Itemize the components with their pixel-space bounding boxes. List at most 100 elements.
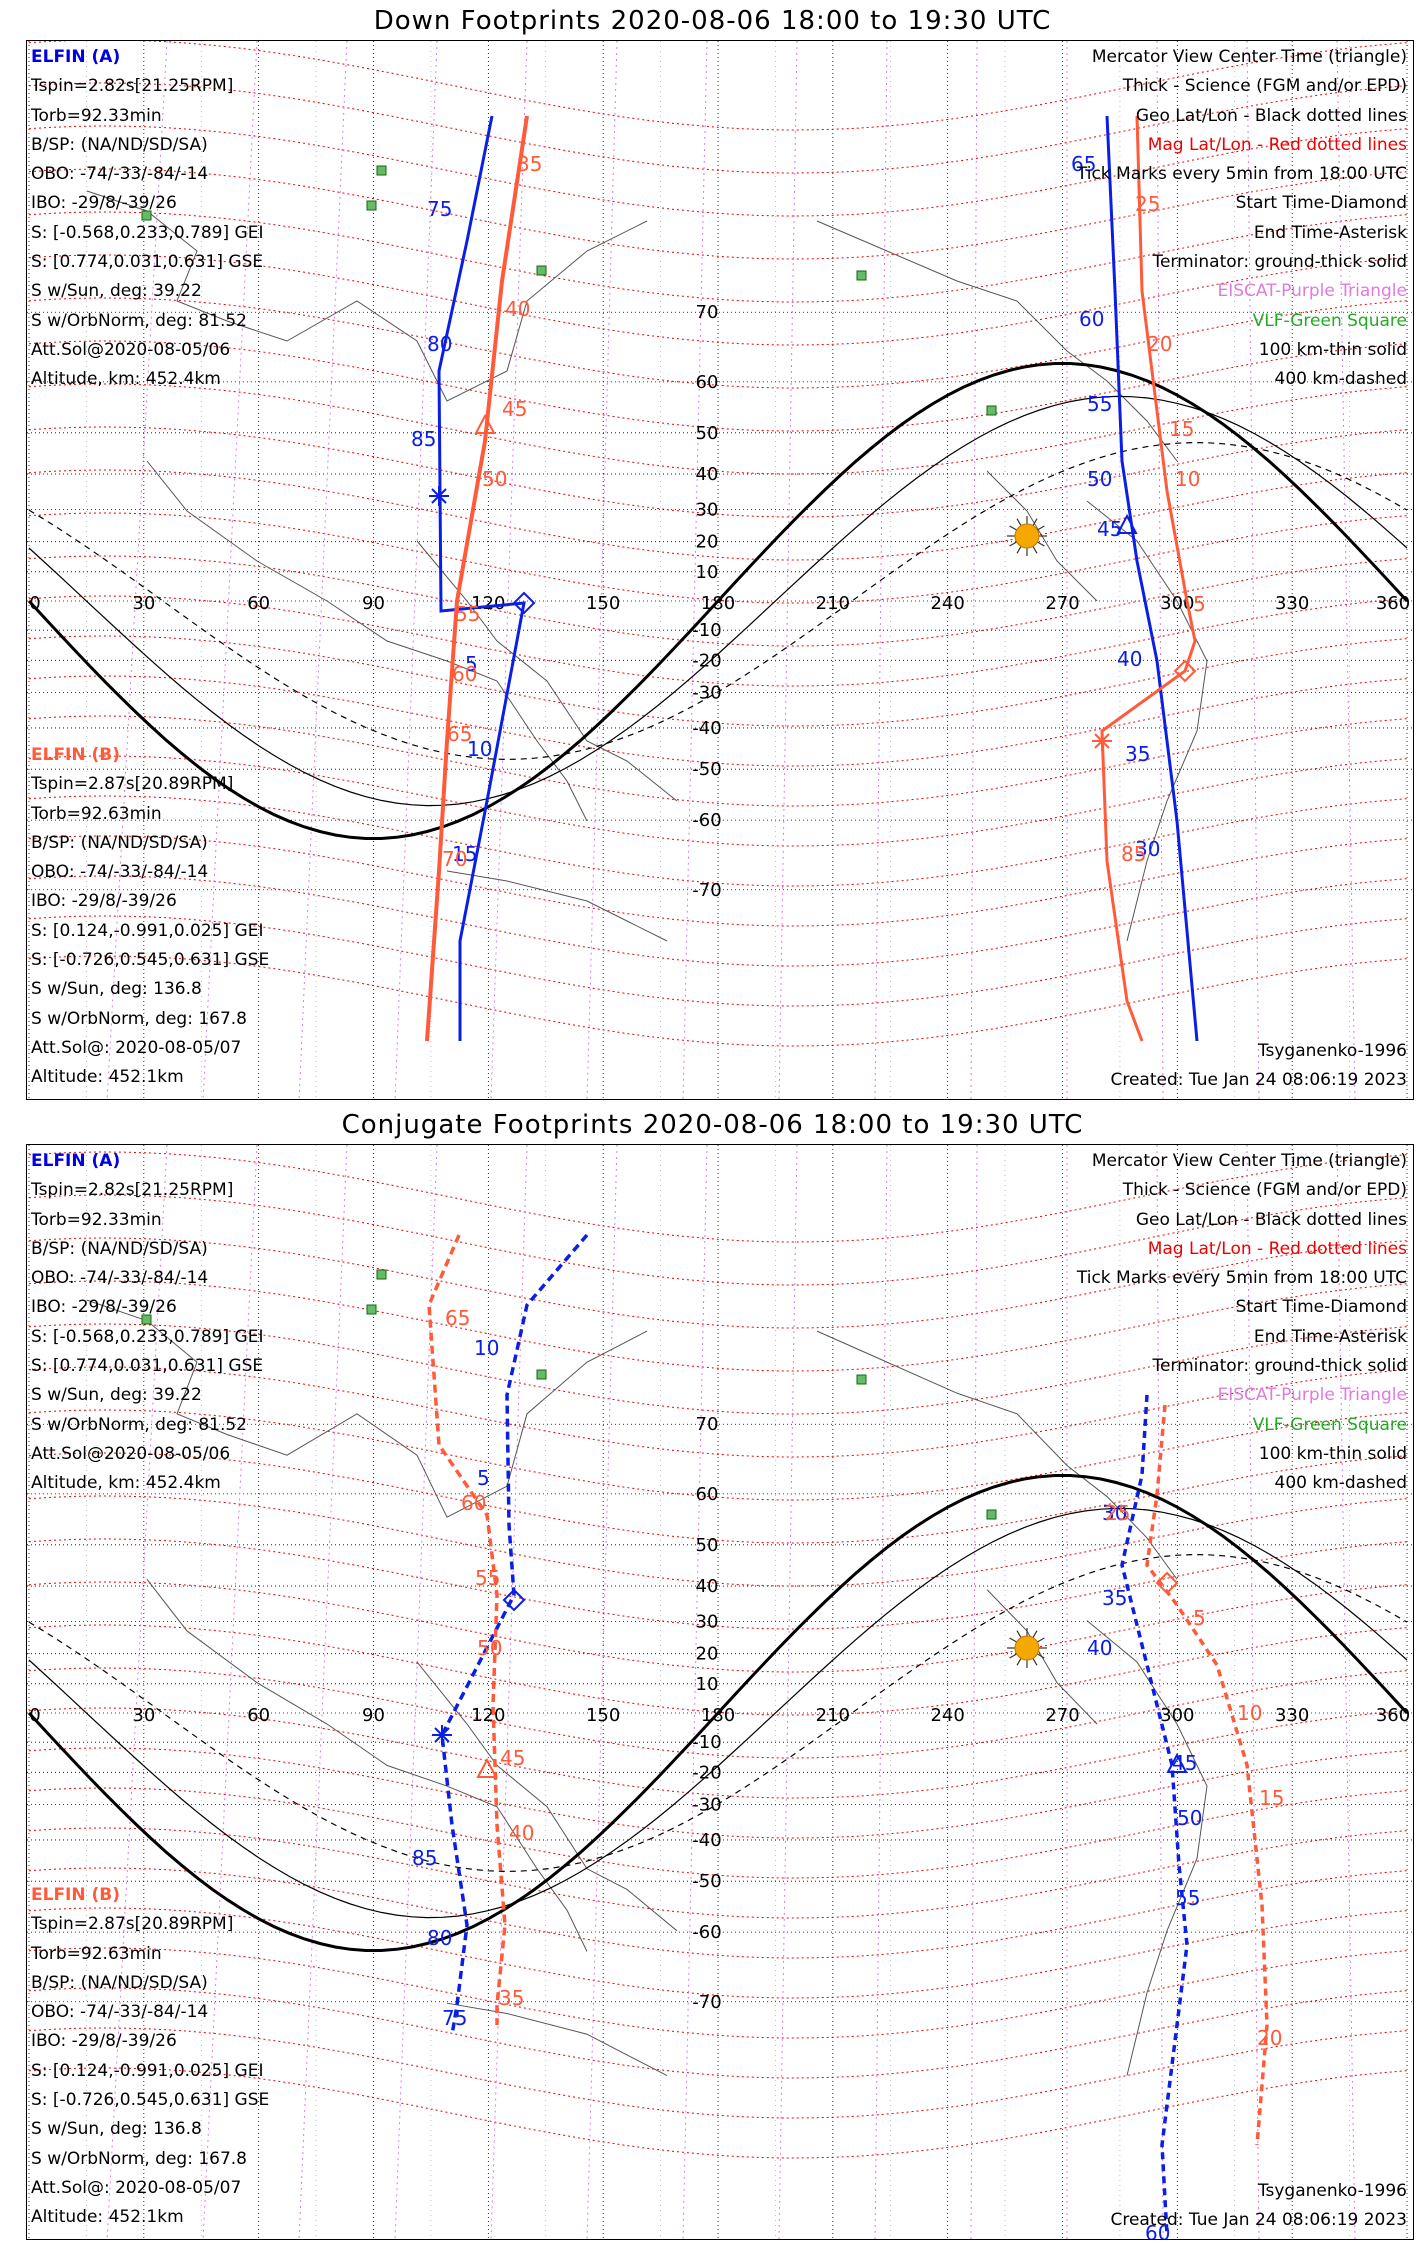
elfin-b-track-west-tick-label: 55 [455,602,480,626]
lat-tick-label: 60 [696,1484,719,1505]
elfin-b-track-west-tick-label: 35 [499,1986,524,2010]
elfin-b-track-east [1100,115,1197,1042]
mag-meridian [778,1145,798,2239]
elfin-b-line: Tspin=2.87s[20.89RPM] [31,1914,234,1935]
center-triangle-icon [476,1757,498,1778]
mag-meridian [682,1145,708,2239]
elfin-a-track-east-tick-label: 50 [1177,1806,1202,1830]
elfin-a-track-west-tick-label: 10 [467,737,492,761]
vlf-station-icon [856,270,867,281]
elfin-b-line: Tspin=2.87s[20.89RPM] [31,774,234,795]
mag-meridian [970,41,978,1099]
terminator-400km [28,1553,1408,1873]
credits: Tsyganenko-1996 Created: Tue Jan 24 08:0… [1110,2177,1407,2235]
lat-tick-label: 70 [696,302,719,323]
elfin-b-track-east-tick-label: 15 [1169,417,1194,441]
mag-meridian [778,41,798,1099]
sun-ray [1037,525,1045,531]
terminator-100km [28,395,1408,807]
mag-parallel [28,1151,1408,1243]
lat-tick-label: 20 [696,1644,719,1665]
sun-ray [1032,1630,1038,1638]
lon-tick-label: 90 [362,1705,385,1726]
created-date: Created: Tue Jan 24 08:06:19 2023 [1110,2210,1407,2230]
mag-parallel [28,168,1408,260]
mag-meridian [1156,1145,1164,2239]
lat-tick-label: -60 [692,1922,721,1943]
elfin-b-track-west-tick-label: 60 [452,662,477,686]
legend-item: EISCAT-Purple Triangle [1217,281,1407,302]
elfin-b-line: IBO: -29/8/-39/26 [31,891,177,912]
lon-tick-label: 240 [930,593,964,614]
mag-parallel [28,1538,1408,1630]
legend-item: VLF-Green Square [1252,1414,1407,1435]
vlf-station-icon [536,265,547,276]
mag-meridian [298,1145,348,2239]
mag-parallel [28,595,1408,687]
elfin-a-track-west-tick-label: 75 [442,2006,467,2030]
elfin-a-track-east-tick-label: 55 [1175,1886,1200,1910]
lon-tick-label: 30 [132,1705,155,1726]
start-diamond-icon [1173,659,1197,683]
lat-tick-label: -20 [692,650,721,671]
lon-tick-label: 30 [132,593,155,614]
elfin-a-line: S: [0.774,0.031,0.631] GSE [31,252,264,273]
elfin-a-line: Torb=92.33min [31,1209,162,1230]
mag-parallel [28,2067,1408,2159]
panel-title-conjugate: Conjugate Footprints 2020-08-06 18:00 to… [341,1110,1084,1140]
mag-parallel [28,426,1408,518]
mag-parallel [28,1194,1408,1286]
elfin-b-track-west-tick-label: 45 [500,1746,525,1770]
mag-meridian [586,41,618,1099]
elfin-a-header: ELFIN (A) [31,47,121,67]
mag-parallel [28,835,1408,927]
mag-parallel [28,635,1408,727]
legend-item: 100 km-thin solid [1258,339,1407,360]
elfin-a-track-east-tick-label: 60 [1145,2221,1170,2240]
lon-tick-label: 330 [1275,593,1309,614]
mag-parallel [28,340,1408,432]
vlf-station-icon [376,165,387,176]
vlf-station-icon [376,1269,387,1280]
elfin-b-track-west-tick-label: 55 [475,1566,500,1590]
mag-parallel [28,1237,1408,1329]
conjugate-footprints-map: 0 30 60 90 120 150 180 210 240 270 300 330 360 70 60 50… [27,1145,1413,2240]
coastline [1086,1620,1208,2076]
elfin-a-track-east-tick-label: 30 [1135,837,1160,861]
lat-tick-label: -40 [692,1830,721,1851]
elfin-b-track-west-tick-label: 65 [447,722,472,746]
conjugate-footprints-panel: 0 30 60 90 120 150 180 210 240 270 300 330 360 70 60 50… [26,1144,1414,2240]
elfin-a-line: B/SP: (NA/ND/SD/SA) [31,134,208,155]
lat-tick-label: -20 [692,1762,721,1783]
sun-disk [1014,1635,1040,1661]
sun-ray [1032,1658,1038,1666]
mag-meridian [1336,1145,1356,2239]
legend-item: Mag Lat/Lon - Red dotted lines [1147,134,1407,155]
model-name: Tsyganenko-1996 [1257,1041,1407,1061]
coastlines [86,1299,1208,2077]
lon-tick-label: 150 [586,593,620,614]
lat-tick-label: 30 [696,1612,719,1633]
elfin-b-line: Torb=92.63min [31,803,162,824]
legend: Mercator View Center Time (triangle) Thi… [1077,43,1407,395]
mag-parallel [28,1987,1408,2079]
elfin-a-track-west-tick-label: 80 [427,1926,452,1950]
mag-parallel [28,1366,1408,1458]
elfin-b-line: Altitude: 452.1km [31,2207,184,2228]
mag-parallel [28,41,1408,131]
mag-parallel [28,1409,1408,1501]
elfin-a-track-east-tick-label: 50 [1087,467,1112,491]
elfin-a-line: S: [-0.568,0.233,0.789] GEI [31,1326,264,1347]
mag-meridian [1156,41,1164,1099]
elfin-b-track-west [425,115,529,1042]
coastline [446,870,668,942]
elfin-b-line: S: [0.124,-0.991,0.025] GEI [31,2060,264,2081]
lon-tick-label: 60 [247,593,270,614]
elfin-a-track-west-tick-label: 10 [474,1336,499,1360]
legend-item: Mag Lat/Lon - Red dotted lines [1147,1238,1407,1259]
elfin-a-line: OBO: -74/-33/-84/-14 [31,1268,209,1289]
legend-item: Mercator View Center Time (triangle) [1091,47,1407,67]
vlf-station-icon [536,1369,547,1380]
mag-parallel [28,1707,1408,1799]
elfin-b-track-east-tick-label: 5 [1193,592,1206,616]
